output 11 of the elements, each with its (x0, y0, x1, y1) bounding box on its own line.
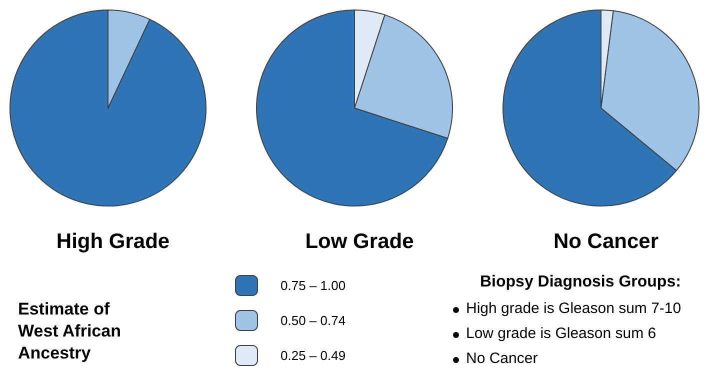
slice-label: Low Grade (305, 230, 414, 253)
text: Low grade is Gleason sum 6 (466, 325, 656, 342)
text: High grade is Gleason sum 7-10 (466, 300, 682, 317)
legend-label: 0.75 – 1.00 (280, 278, 346, 293)
legend-label: 0.50 – 0.74 (280, 313, 346, 328)
legend-label: 0.25 – 0.49 (280, 348, 346, 363)
text: Biopsy Diagnosis Groups: (480, 274, 681, 290)
text: No Cancer (466, 350, 538, 367)
slice-label: High Grade (56, 230, 170, 253)
slice-label: No Cancer (553, 230, 659, 253)
legend-title: Estimate of West African Ancestry (18, 300, 126, 362)
